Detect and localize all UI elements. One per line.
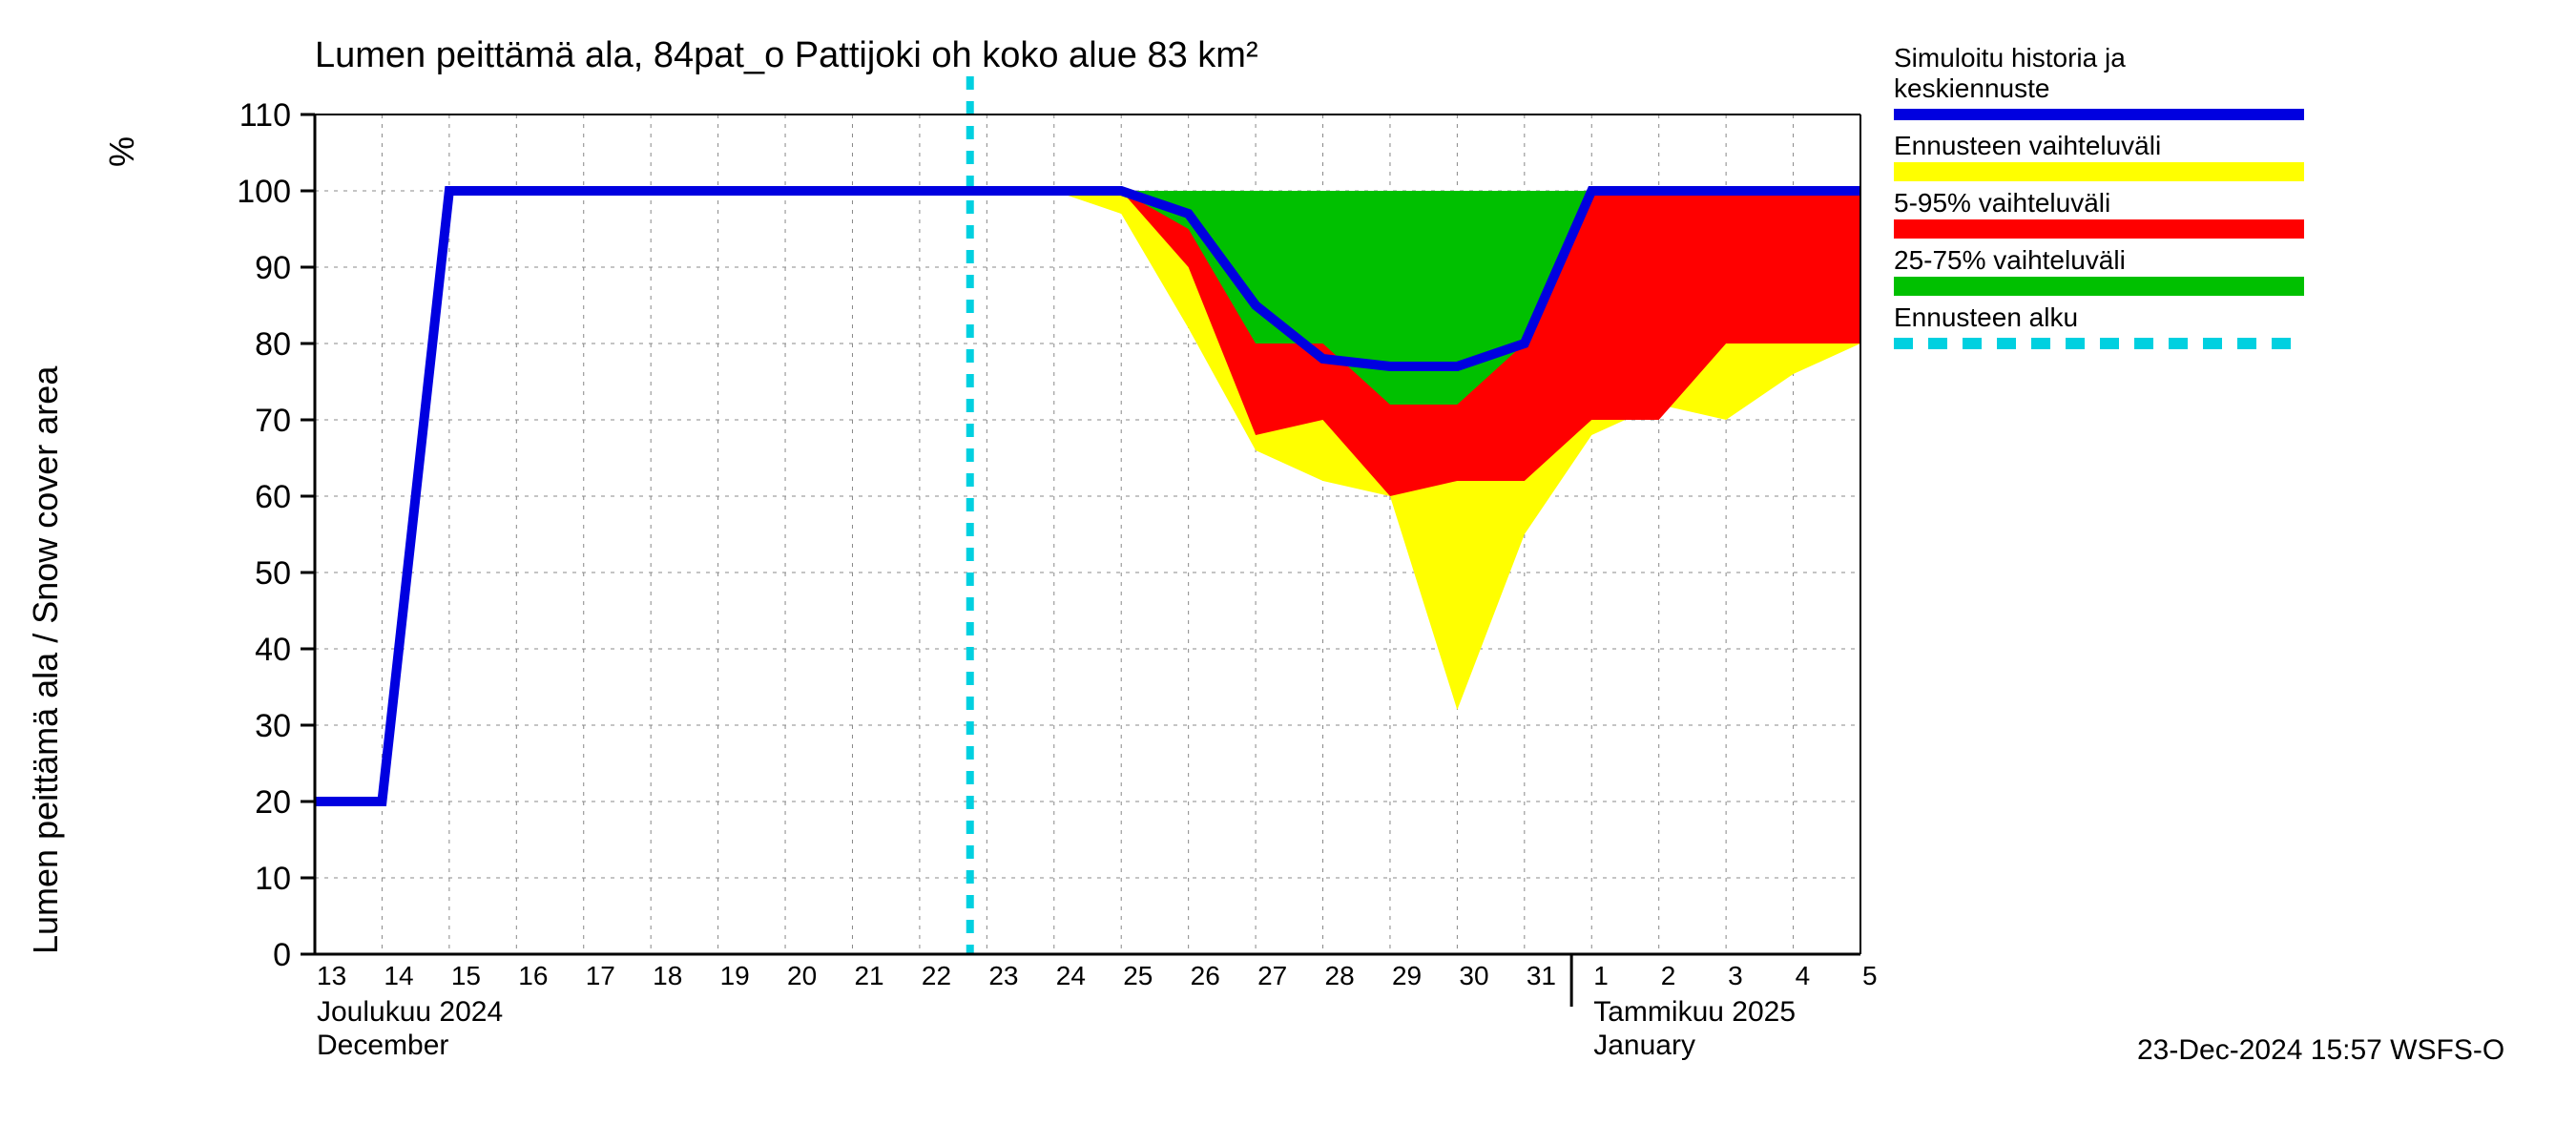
legend-swatch-fill <box>1894 162 2304 181</box>
legend-swatch-fill <box>1894 277 2304 296</box>
xtick-label: 14 <box>384 961 413 990</box>
month-label-en: January <box>1593 1030 1695 1061</box>
xtick-label: 22 <box>922 961 951 990</box>
legend: Simuloitu historia jakeskiennuste Ennuste… <box>1894 43 2304 344</box>
xtick-label: 13 <box>317 961 346 990</box>
xtick-label: 18 <box>653 961 682 990</box>
xtick-label: 15 <box>451 961 481 990</box>
legend-label: Simuloitu historia ja <box>1894 43 2126 73</box>
xtick-label: 24 <box>1056 961 1086 990</box>
ytick-label: 70 <box>255 403 291 439</box>
ytick-label: 100 <box>237 174 291 210</box>
ytick-label: 0 <box>273 937 291 973</box>
xtick-label: 25 <box>1123 961 1153 990</box>
xtick-label: 17 <box>586 961 615 990</box>
legend-label: 5-95% vaihteluväli <box>1894 188 2110 218</box>
ytick-label: 60 <box>255 479 291 515</box>
xtick-label: 30 <box>1459 961 1488 990</box>
xtick-label: 27 <box>1257 961 1287 990</box>
legend-label: Ennusteen vaihteluväli <box>1894 131 2161 160</box>
ytick-label: 50 <box>255 555 291 592</box>
xtick-label: 1 <box>1593 961 1609 990</box>
xtick-label: 26 <box>1191 961 1220 990</box>
xtick-label: 21 <box>854 961 883 990</box>
timestamp: 23-Dec-2024 15:57 WSFS-O <box>2137 1034 2504 1066</box>
xtick-label: 3 <box>1728 961 1743 990</box>
y-axis-label: Lumen peittämä ala / Snow cover area <box>26 365 65 954</box>
ytick-label: 80 <box>255 326 291 363</box>
xtick-label: 28 <box>1325 961 1355 990</box>
ytick-label: 110 <box>239 97 291 134</box>
ytick-label: 20 <box>255 784 291 821</box>
xtick-label: 2 <box>1661 961 1676 990</box>
xtick-label: 29 <box>1392 961 1422 990</box>
month-label-en: December <box>317 1030 448 1061</box>
xtick-label: 16 <box>518 961 548 990</box>
ytick-label: 10 <box>255 861 291 897</box>
legend-label: 25-75% vaihteluväli <box>1894 245 2126 275</box>
ytick-label: 30 <box>255 708 291 744</box>
xtick-label: 19 <box>720 961 750 990</box>
xtick-label: 23 <box>988 961 1018 990</box>
xtick-label: 4 <box>1796 961 1811 990</box>
legend-label: keskiennuste <box>1894 73 2049 103</box>
ytick-label: 40 <box>255 632 291 668</box>
xtick-label: 20 <box>787 961 817 990</box>
chart-title: Lumen peittämä ala, 84pat_o Pattijoki oh… <box>315 35 1258 75</box>
xtick-label: 5 <box>1862 961 1878 990</box>
xtick-label: 31 <box>1527 961 1556 990</box>
chart-svg: Lumen peittämä ala, 84pat_o Pattijoki oh… <box>0 0 2576 1145</box>
month-label-fi: Tammikuu 2025 <box>1593 996 1796 1028</box>
chart-container: Lumen peittämä ala, 84pat_o Pattijoki oh… <box>0 0 2576 1145</box>
plot-area: 0102030405060708090100110131415161718192… <box>237 76 1877 1061</box>
y-axis-unit: % <box>102 136 141 167</box>
ytick-label: 90 <box>255 250 291 286</box>
month-label-fi: Joulukuu 2024 <box>317 996 503 1028</box>
legend-label: Ennusteen alku <box>1894 302 2078 332</box>
legend-swatch-fill <box>1894 219 2304 239</box>
